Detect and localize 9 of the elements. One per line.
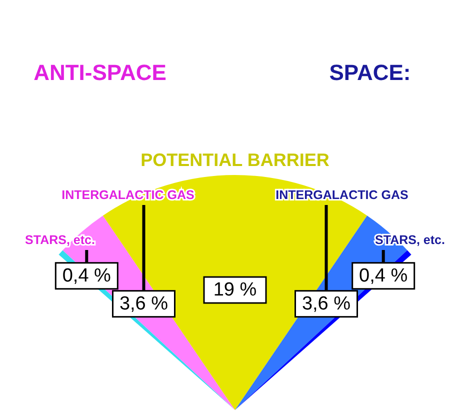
text: SPACE:: [329, 60, 411, 85]
text: ANTI-SPACE: [34, 60, 166, 85]
slice-label: STARS, etc.: [25, 233, 95, 247]
data-label: 0,4 %: [62, 265, 112, 286]
data-label: 3,6 %: [302, 293, 351, 314]
data-label: 19 %: [213, 280, 257, 300]
data-label: 0,4 %: [359, 265, 408, 286]
slice-label: POTENTIAL BARRIER: [140, 150, 330, 170]
data-label: 3,6 %: [119, 293, 168, 314]
